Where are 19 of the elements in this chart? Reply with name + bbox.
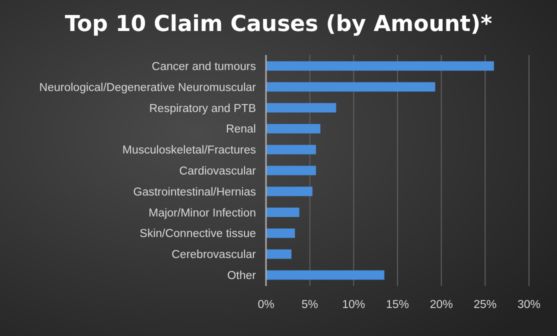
y-tick-label: Cardiovascular (179, 166, 256, 178)
x-tick-label: 5% (302, 299, 318, 311)
y-tick-label: Skin/Connective tissue (140, 228, 256, 240)
y-tick-label: Respiratory and PTB (149, 102, 256, 115)
x-tick-label: 0% (258, 299, 274, 311)
x-tick-label: 15% (386, 299, 410, 311)
y-tick-label: Major/Minor Infection (148, 207, 256, 220)
y-tick-label: Neurological/Degenerative Neuromuscular (39, 82, 256, 94)
chart-title: Top 10 Claim Causes (by Amount)* (64, 12, 493, 37)
y-tick-label: Gastrointestinal/Hernias (133, 186, 256, 198)
y-tick-label: Cerebrovascular (172, 249, 256, 262)
x-tick-label: 10% (342, 299, 366, 311)
x-tick-label: 25% (474, 299, 497, 311)
y-tick-label: Renal (226, 124, 256, 136)
y-tick-label: Musculoskeletal/Fractures (122, 144, 256, 157)
x-tick-label: 30% (517, 299, 541, 311)
y-tick-label: Cancer and tumours (152, 61, 256, 73)
x-tick-label: 20% (430, 299, 453, 311)
y-tick-label: Other (227, 270, 256, 282)
